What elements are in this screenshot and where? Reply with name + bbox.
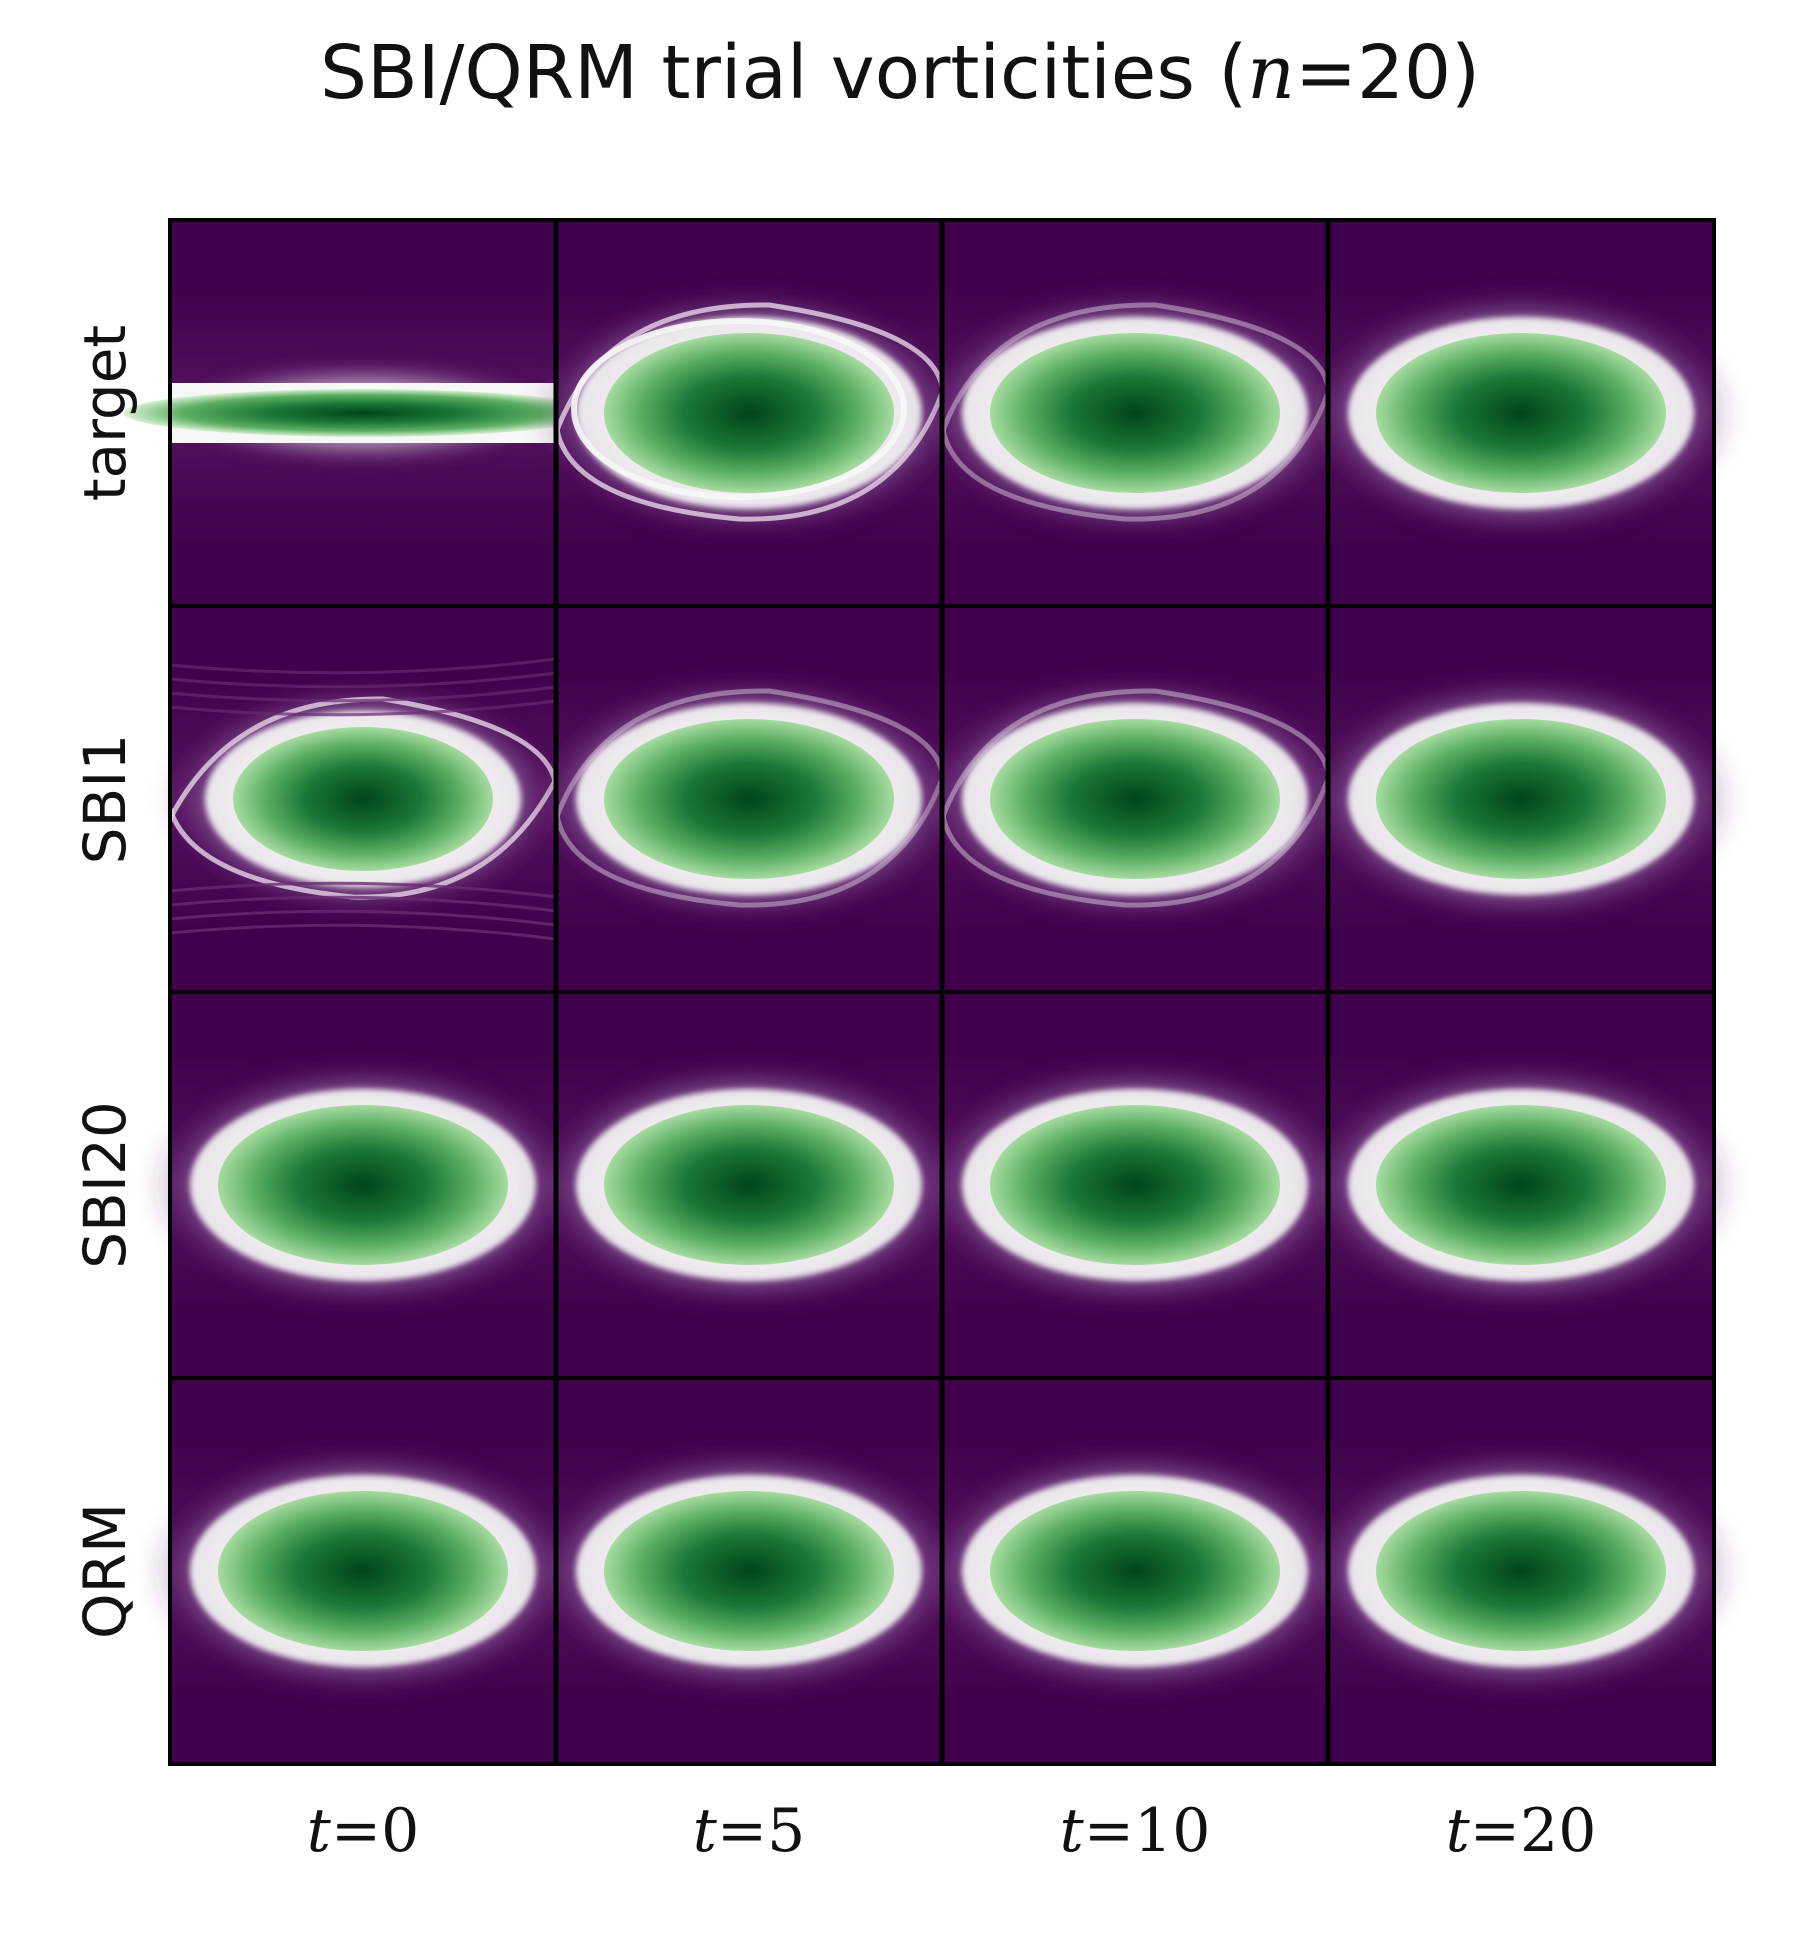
column-label-1: t=5 <box>692 1796 806 1866</box>
vorticity-panel-sbi1-2 <box>920 606 1350 992</box>
vorticity-panel-qrm-3 <box>1306 1378 1736 1764</box>
vorticity-panel-sbi20-0 <box>148 992 578 1378</box>
column-label-3: t=20 <box>1445 1796 1597 1866</box>
vorticity-panel-sbi20-3 <box>1306 992 1736 1378</box>
vorticity-panel-sbi1-3 <box>1306 606 1736 992</box>
vorticity-panel-target-2 <box>920 220 1350 606</box>
vorticity-panel-qrm-2 <box>920 1378 1350 1764</box>
row-label-sbi1: SBI1 <box>71 733 139 865</box>
vorticity-panel-qrm-0 <box>148 1378 578 1764</box>
vorticity-panel-qrm-1 <box>534 1378 964 1764</box>
column-label-0: t=0 <box>306 1796 420 1866</box>
row-label-sbi20: SBI20 <box>71 1101 139 1269</box>
vorticity-panel-sbi20-1 <box>534 992 964 1378</box>
row-label-qrm: QRM <box>71 1503 139 1639</box>
column-label-2: t=10 <box>1059 1796 1211 1866</box>
vorticity-panel-target-0 <box>123 220 603 606</box>
vorticity-panel-sbi1-0 <box>163 606 563 992</box>
row-label-target: target <box>71 324 139 502</box>
vorticity-panel-sbi20-2 <box>920 992 1350 1378</box>
vorticity-panel-target-3 <box>1306 220 1736 606</box>
vorticity-panel-sbi1-1 <box>534 606 964 992</box>
vorticity-panel-target-1 <box>534 220 964 606</box>
figure-title: SBI/QRM trial vorticities (n=20) <box>319 30 1481 116</box>
